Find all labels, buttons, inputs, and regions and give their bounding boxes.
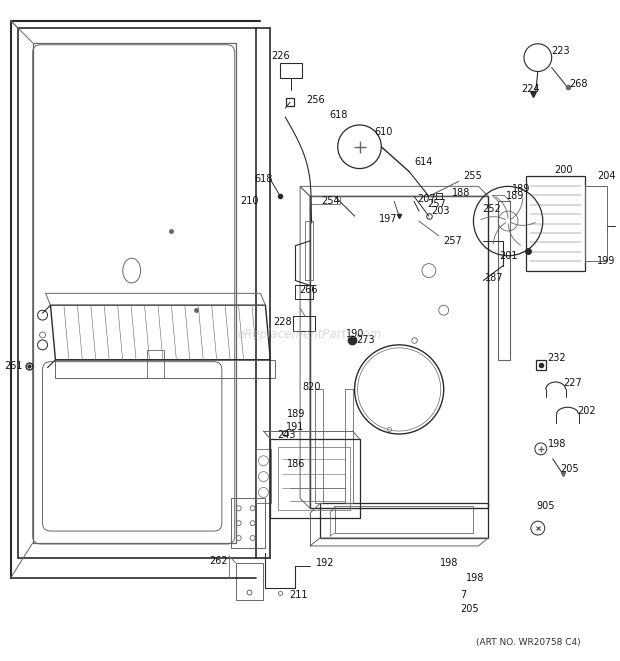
Bar bbox=[345, 389, 353, 503]
Text: 254: 254 bbox=[321, 196, 340, 206]
Text: 203: 203 bbox=[431, 206, 450, 216]
Text: 197: 197 bbox=[379, 214, 397, 224]
Text: 199: 199 bbox=[597, 256, 616, 266]
Text: 192: 192 bbox=[316, 558, 334, 568]
Text: 610: 610 bbox=[374, 127, 392, 137]
Text: 266: 266 bbox=[299, 286, 317, 295]
Bar bbox=[305, 221, 313, 280]
Text: 205: 205 bbox=[560, 463, 579, 474]
Text: 188: 188 bbox=[451, 188, 470, 198]
Text: 198: 198 bbox=[466, 572, 484, 582]
Text: 618: 618 bbox=[254, 175, 272, 184]
Text: 201: 201 bbox=[500, 251, 518, 260]
Text: 198: 198 bbox=[547, 439, 566, 449]
Text: 223: 223 bbox=[552, 46, 570, 56]
Text: 207: 207 bbox=[417, 194, 436, 204]
Text: eReplacementParts.com: eReplacementParts.com bbox=[238, 329, 382, 342]
Text: 268: 268 bbox=[570, 79, 588, 89]
Bar bbox=[278, 447, 350, 510]
Text: 273: 273 bbox=[356, 335, 374, 345]
Bar bbox=[280, 63, 302, 79]
Text: 189: 189 bbox=[286, 409, 305, 419]
Text: 202: 202 bbox=[577, 407, 596, 416]
Bar bbox=[231, 498, 265, 548]
Text: 820: 820 bbox=[302, 383, 321, 393]
Text: 186: 186 bbox=[286, 459, 305, 469]
Bar bbox=[295, 286, 313, 299]
Text: 228: 228 bbox=[273, 317, 292, 327]
Bar bbox=[255, 449, 272, 503]
Text: 226: 226 bbox=[271, 51, 290, 61]
Text: 204: 204 bbox=[597, 171, 616, 182]
Text: 243: 243 bbox=[277, 430, 296, 440]
Text: 227: 227 bbox=[564, 377, 582, 387]
Text: 614: 614 bbox=[414, 157, 432, 167]
Bar bbox=[270, 439, 360, 518]
Text: 257: 257 bbox=[427, 199, 446, 210]
Text: 189: 189 bbox=[506, 191, 525, 202]
Text: 7: 7 bbox=[461, 590, 467, 600]
Text: 252: 252 bbox=[482, 204, 501, 214]
Text: 261: 261 bbox=[4, 361, 23, 371]
Bar bbox=[146, 350, 164, 377]
Text: 257: 257 bbox=[444, 236, 463, 246]
Text: 189: 189 bbox=[512, 184, 531, 194]
Text: 224: 224 bbox=[521, 85, 540, 95]
Text: 198: 198 bbox=[440, 558, 458, 568]
Text: 262: 262 bbox=[209, 556, 228, 566]
Text: 256: 256 bbox=[306, 95, 325, 105]
Text: 200: 200 bbox=[555, 165, 573, 175]
Text: 190: 190 bbox=[346, 329, 364, 339]
Text: 905: 905 bbox=[536, 501, 555, 512]
Text: 191: 191 bbox=[286, 422, 304, 432]
Text: (ART NO. WR20758 C4): (ART NO. WR20758 C4) bbox=[476, 637, 580, 646]
Text: 205: 205 bbox=[461, 604, 479, 614]
Text: 187: 187 bbox=[485, 274, 504, 284]
Bar bbox=[310, 196, 340, 204]
Text: 232: 232 bbox=[547, 353, 566, 363]
Bar bbox=[236, 563, 264, 600]
Bar bbox=[315, 389, 323, 503]
Bar bbox=[526, 176, 585, 270]
Text: 255: 255 bbox=[464, 171, 482, 182]
Text: 211: 211 bbox=[289, 590, 308, 600]
Bar bbox=[585, 186, 607, 260]
Text: 618: 618 bbox=[330, 110, 348, 120]
Text: 210: 210 bbox=[240, 196, 259, 206]
Bar bbox=[293, 316, 315, 331]
Bar bbox=[498, 201, 510, 360]
